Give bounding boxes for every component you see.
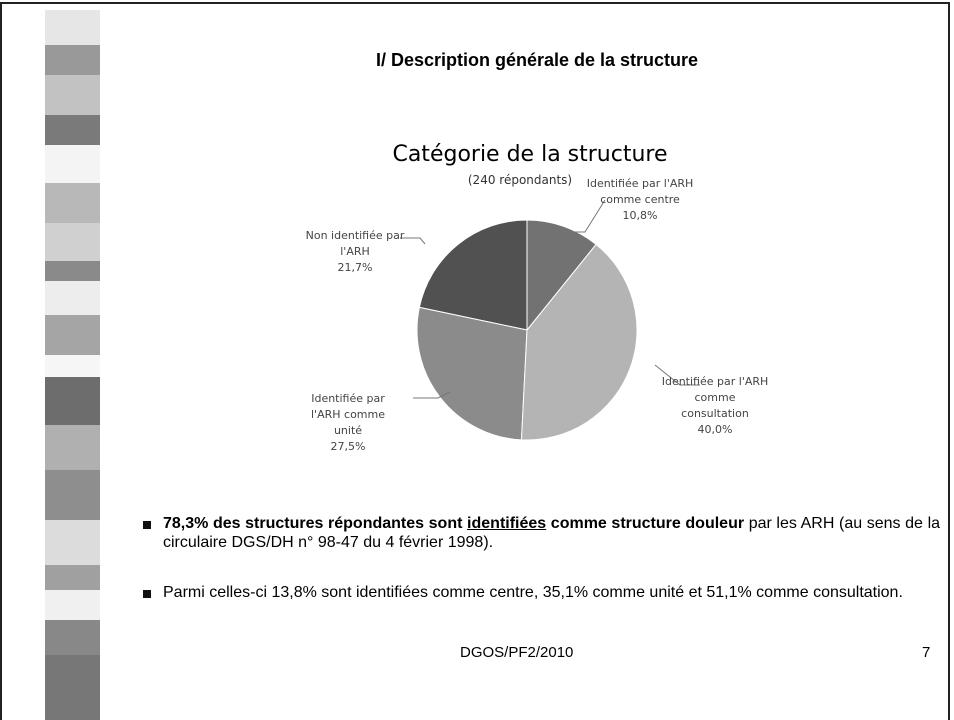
bullet-text: 78,3% des structures répondantes sont id…	[163, 514, 940, 552]
slide: I/ Description générale de la structure …	[0, 0, 954, 720]
bullet-marker	[143, 521, 151, 529]
footer: DGOS/PF2/2010	[460, 644, 573, 661]
pie-slice	[417, 307, 527, 440]
page-number: 7	[922, 644, 930, 661]
pie-chart	[0, 0, 954, 720]
bullet-marker	[143, 590, 151, 598]
bullet-text: Parmi celles-ci 13,8% sont identifiées c…	[163, 583, 940, 602]
